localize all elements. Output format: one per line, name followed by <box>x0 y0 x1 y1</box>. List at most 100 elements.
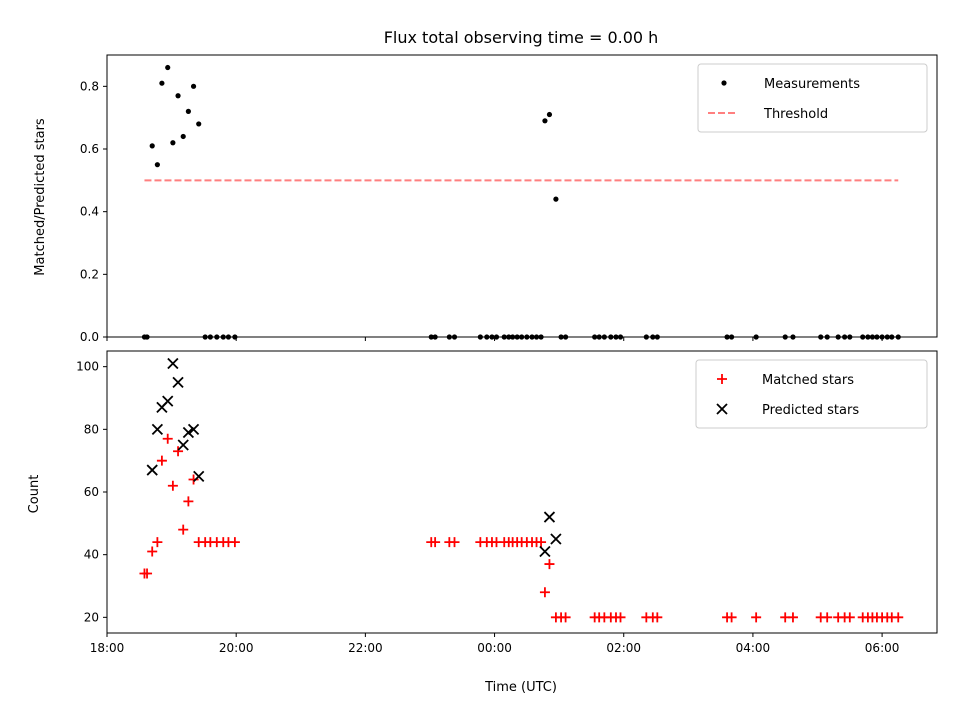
bottom-plus-point <box>615 612 626 623</box>
bottom-x-point <box>182 426 195 439</box>
top-dot-point <box>190 83 197 89</box>
top-dot-point <box>489 334 495 340</box>
bottom-x-point <box>167 357 179 370</box>
top-y-tick-label: 0.0 <box>80 330 99 344</box>
top-dot-point <box>202 334 208 340</box>
top-dot-point <box>824 334 830 340</box>
top-dot-point <box>790 334 796 340</box>
bottom-x-point <box>172 376 184 388</box>
top-dot-point <box>753 334 759 340</box>
x-tick-label: 04:00 <box>736 641 771 655</box>
x-axis-label: Time (UTC) <box>484 680 557 695</box>
top-dot-point <box>149 143 155 149</box>
top-dot-point <box>165 64 171 71</box>
top-dot-point <box>601 334 607 340</box>
bottom-y-axis-label: Count <box>27 475 42 514</box>
top-dot-point <box>596 334 602 340</box>
bottom-plus-point <box>142 568 153 579</box>
top-y-tick-label: 0.8 <box>80 79 99 93</box>
top-dot-point <box>538 334 544 340</box>
top-dot-point <box>608 334 614 340</box>
bottom-plus-point <box>162 433 173 444</box>
top-dot-point <box>501 334 507 340</box>
top-dot-point <box>175 93 181 99</box>
bottom-plus-point <box>156 455 167 466</box>
top-dot-point <box>869 334 876 340</box>
bottom-plus-point <box>147 546 158 557</box>
top-dot-point <box>225 334 232 340</box>
top-y-tick-label: 0.2 <box>80 267 99 281</box>
bottom-plus-point <box>893 612 904 623</box>
bottom-y-tick-label: 60 <box>84 485 99 499</box>
bottom-plus-point <box>229 537 240 548</box>
top-dot-point <box>477 334 483 340</box>
bottom-plus-point <box>183 496 194 507</box>
top-dot-point <box>514 334 520 340</box>
top-dot-point <box>847 334 853 340</box>
bottom-legend-label: Predicted stars <box>762 403 859 418</box>
top-dot-point <box>432 334 438 340</box>
top-dot-point <box>546 111 553 118</box>
top-dot-point <box>728 334 735 340</box>
top-dot-point <box>428 334 434 340</box>
bottom-plus-point <box>178 524 189 535</box>
top-dot-point <box>196 121 202 127</box>
top-dot-point <box>654 334 660 340</box>
top-dot-point <box>529 334 535 340</box>
bottom-x-point <box>187 423 200 435</box>
top-dot-point <box>562 334 569 340</box>
bottom-plus-point <box>536 537 547 548</box>
top-dot-point <box>860 334 866 340</box>
top-dot-point <box>159 80 165 86</box>
top-dot-point <box>154 162 160 168</box>
top-legend-box <box>697 63 928 133</box>
top-dot-point <box>553 196 559 202</box>
top-dot-point <box>451 334 458 340</box>
bottom-x-point <box>550 533 562 545</box>
bottom-y-tick-label: 80 <box>84 422 99 436</box>
top-dot-point <box>879 334 885 340</box>
top-dot-point <box>895 334 901 340</box>
top-legend-swatch <box>721 80 727 86</box>
top-dot-point <box>865 334 871 340</box>
bottom-x-point <box>543 511 556 523</box>
top-dot-point <box>484 334 490 340</box>
top-dot-point <box>519 334 525 340</box>
bottom-x-point <box>539 545 551 558</box>
x-tick-label: 22:00 <box>348 641 383 655</box>
top-dot-point <box>170 140 176 146</box>
top-dot-point <box>214 334 220 340</box>
x-tick-label: 18:00 <box>90 641 125 655</box>
top-y-tick-label: 0.6 <box>80 142 99 156</box>
top-y-tick-label: 0.4 <box>80 205 99 219</box>
top-dot-point <box>592 334 598 340</box>
top-dot-point <box>613 334 619 340</box>
top-dot-point <box>842 334 848 340</box>
bottom-legend-swatch <box>716 403 728 415</box>
bottom-legend-label: Matched stars <box>762 373 854 388</box>
top-dot-point <box>643 334 649 340</box>
top-dot-point <box>533 334 540 340</box>
top-dot-point <box>617 334 624 340</box>
top-dot-point <box>144 334 150 340</box>
top-dot-point <box>180 133 186 140</box>
bottom-plus-point <box>787 612 798 623</box>
bottom-y-tick-label: 100 <box>76 360 99 374</box>
bottom-plus-point <box>167 480 178 491</box>
top-dot-point <box>207 334 213 340</box>
bottom-plus-point <box>539 587 550 598</box>
chart-title: Flux total observing time = 0.00 h <box>384 28 659 47</box>
bottom-legend-swatch <box>717 374 727 384</box>
top-dot-point <box>220 334 226 340</box>
bottom-plus-point <box>560 612 571 623</box>
bottom-plus-point <box>152 537 163 548</box>
top-dot-point <box>558 334 564 340</box>
top-dot-point <box>510 334 516 340</box>
x-tick-label: 02:00 <box>606 641 641 655</box>
top-legend-label: Measurements <box>764 77 860 92</box>
top-dot-point <box>185 108 191 114</box>
bottom-x-point <box>146 464 158 476</box>
bottom-plus-point <box>652 612 663 623</box>
x-tick-label: 20:00 <box>219 641 254 655</box>
